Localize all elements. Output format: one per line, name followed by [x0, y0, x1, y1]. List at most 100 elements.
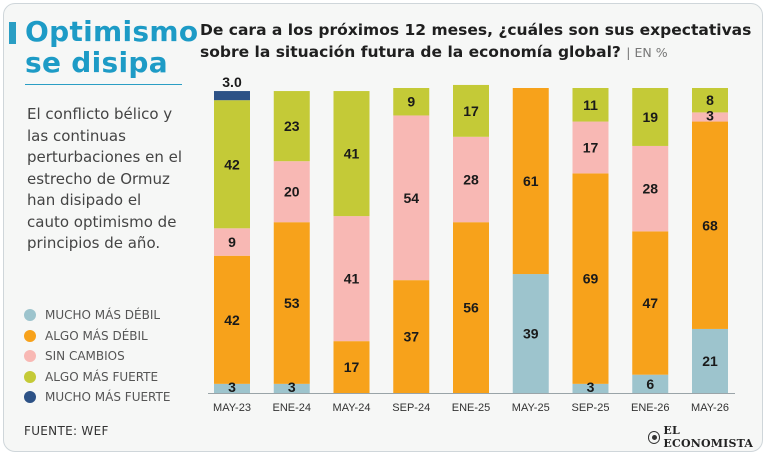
legend-label: ALGO MÁS FUERTE [45, 369, 159, 384]
bar-segment [273, 91, 310, 162]
data-label: 3 [228, 379, 236, 395]
description-text: El conflicto bélico y las continuas pert… [27, 105, 182, 252]
data-label: 69 [583, 271, 599, 287]
x-tick-label: SEP-24 [392, 402, 430, 414]
data-label: 8 [706, 92, 714, 108]
bar-segment [214, 100, 250, 229]
unit-label: | EN % [626, 45, 668, 60]
x-tick-label: MAY-25 [512, 402, 550, 414]
bar-segment [572, 88, 609, 122]
x-tick-label: MAY-26 [691, 402, 729, 414]
data-label: 9 [407, 94, 415, 110]
x-tick-label: SEP-25 [572, 402, 610, 414]
data-label: 9 [228, 234, 236, 250]
bar-segment [273, 222, 310, 384]
data-label: 3 [587, 379, 595, 395]
data-label: 39 [523, 326, 539, 342]
data-label: 37 [403, 329, 419, 345]
publisher-logo: EL ECONOMISTA [648, 424, 768, 450]
bar-segment [692, 112, 728, 122]
bar-segment [273, 383, 310, 393]
legend-swatch [24, 370, 36, 383]
data-label: 53 [284, 295, 300, 311]
data-label: 3 [706, 108, 714, 124]
data-label: 21 [702, 353, 718, 369]
legend-swatch [24, 329, 36, 342]
bar-segment [333, 216, 370, 342]
data-label: 28 [463, 172, 479, 188]
bar-segment [393, 88, 430, 116]
bar-segment [393, 115, 430, 281]
legend-label: SIN CAMBIOS [45, 349, 125, 364]
data-label: 3 [288, 379, 296, 395]
chart-legend: MUCHO MÁS DÉBIL ALGO MÁS DÉBIL SIN CAMBI… [24, 305, 170, 408]
data-label: 47 [642, 295, 658, 311]
bar-segment [214, 255, 250, 384]
data-label: 11 [583, 97, 598, 113]
bar-segment [453, 136, 489, 223]
chart-question: De cara a los próximos 12 meses, ¿cuáles… [200, 19, 760, 64]
data-label: 3.0 [222, 74, 242, 90]
title-divider [25, 84, 182, 85]
legend-label: MUCHO MÁS DÉBIL [45, 308, 161, 323]
bar-segment [692, 328, 728, 393]
bar-segment [333, 91, 370, 217]
headline-line-2: se disipa [25, 46, 168, 79]
data-label: 17 [583, 139, 599, 155]
legend-item-mucho-mas-debil: MUCHO MÁS DÉBIL [24, 305, 170, 326]
data-label: 20 [284, 184, 300, 200]
bar-segment [632, 231, 669, 375]
bar-segment [632, 88, 669, 146]
data-label: 42 [224, 312, 240, 328]
title-accent-bar [9, 22, 16, 44]
bar-segment [572, 383, 609, 393]
bar-segment [512, 274, 549, 393]
legend-item-algo-mas-debil: ALGO MÁS DÉBIL [24, 326, 170, 347]
data-label: 6 [646, 376, 654, 392]
question-text: De cara a los próximos 12 meses, ¿cuáles… [200, 21, 752, 61]
headline: Optimismo se disipa [25, 16, 198, 78]
x-tick-label: ENE-24 [272, 402, 311, 414]
bar-segment [632, 374, 669, 393]
data-label: 42 [224, 156, 240, 172]
bar-segment [692, 121, 728, 329]
data-label: 28 [642, 181, 658, 197]
legend-swatch [24, 350, 36, 363]
bar-segment [453, 222, 489, 393]
legend-swatch [24, 391, 36, 404]
bar-segment [273, 161, 310, 223]
data-label: 68 [702, 217, 718, 233]
data-label: 56 [463, 300, 479, 316]
data-label: 41 [344, 271, 360, 287]
publisher-emblem-icon [648, 430, 661, 444]
data-label: 23 [284, 118, 300, 134]
source-note: FUENTE: WEF [24, 424, 109, 438]
x-tick-label: MAY-23 [213, 402, 251, 414]
bar-segment [572, 121, 609, 174]
data-label: 17 [344, 359, 360, 375]
legend-item-mucho-mas-fuerte: MUCHO MÁS FUERTE [24, 387, 170, 408]
bar-segment [632, 145, 669, 232]
legend-swatch [24, 309, 36, 322]
bar-segment [512, 88, 549, 275]
data-label: 54 [403, 190, 419, 206]
x-tick-label: ENE-25 [452, 402, 491, 414]
legend-item-sin-cambios: SIN CAMBIOS [24, 346, 170, 367]
data-label: 61 [523, 173, 539, 189]
bar-segment [333, 341, 370, 393]
bar-segment [214, 228, 250, 256]
legend-item-algo-mas-fuerte: ALGO MÁS FUERTE [24, 367, 170, 388]
bar-segment [572, 173, 609, 384]
x-tick-label: MAY-24 [333, 402, 371, 414]
data-label: 17 [463, 103, 479, 119]
data-label: 41 [344, 146, 360, 162]
publisher-name: EL ECONOMISTA [663, 424, 754, 450]
bar-segment [692, 88, 728, 113]
bar-segment [393, 280, 430, 393]
bar-segment [214, 383, 250, 393]
legend-label: ALGO MÁS DÉBIL [45, 328, 148, 343]
legend-label: MUCHO MÁS FUERTE [45, 390, 171, 405]
data-label: 19 [642, 109, 658, 125]
bar-segment [214, 91, 250, 101]
